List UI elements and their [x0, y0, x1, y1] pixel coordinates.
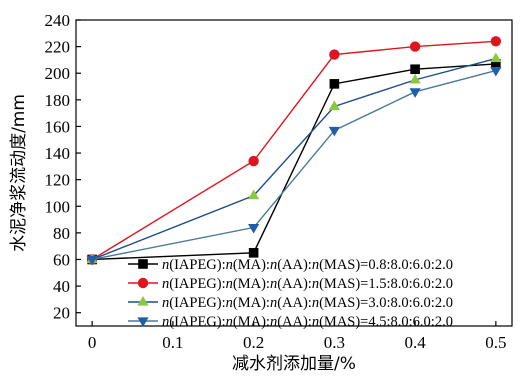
- legend-label: n(IAPEG):n(MA):n(AA):n(MAS)=3.0:8.0:6.0:…: [162, 295, 453, 311]
- series-3: [86, 52, 502, 264]
- legend-marker: [137, 296, 149, 306]
- x-tick-label: 0.1: [162, 333, 183, 352]
- y-tick-label: 160: [45, 117, 71, 136]
- legend-entry-2: n(IAPEG):n(MA):n(AA):n(MAS)=1.5:8.0:6.0:…: [128, 276, 453, 292]
- y-tick-label: 120: [45, 171, 71, 190]
- series-line: [91, 57, 497, 261]
- data-point: [409, 41, 421, 52]
- x-tick-label: 0.5: [485, 333, 506, 352]
- data-point: [490, 52, 502, 63]
- legend-label: n(IAPEG):n(MA):n(AA):n(MAS)=0.8:8.0:6.0:…: [162, 257, 453, 273]
- data-point: [248, 155, 259, 167]
- y-axis: 20 40 60 80 100 120 140 160 180 200 220 240: [45, 11, 81, 323]
- legend-label: n(IAPEG):n(MA):n(AA):n(MAS)=4.5:8.0:6.0:…: [162, 314, 453, 330]
- x-tick-label: 0.2: [243, 333, 264, 352]
- legend-marker: [138, 259, 148, 269]
- x-tick-label: 0.4: [404, 333, 426, 352]
- data-point: [329, 79, 340, 89]
- data-point: [248, 223, 260, 234]
- series-line: [92, 63, 496, 261]
- legend-entry-4: n(IAPEG):n(MA):n(AA):n(MAS)=4.5:8.0:6.0:…: [128, 314, 453, 330]
- legend-marker: [137, 317, 149, 327]
- series-1: [87, 59, 501, 265]
- legend-marker: [137, 277, 149, 289]
- y-tick-label: 180: [45, 91, 71, 110]
- legend-label: n(IAPEG):n(MA):n(AA):n(MAS)=1.5:8.0:6.0:…: [162, 276, 453, 292]
- x-axis-title: 减水剂添加量/%: [232, 354, 356, 374]
- x-axis: 0 0.1 0.2 0.3 0.4 0.5: [88, 321, 506, 352]
- data-point: [409, 88, 421, 98]
- y-tick-label: 40: [53, 277, 70, 296]
- data-point: [248, 189, 260, 200]
- plot-border: [75, 19, 513, 327]
- y-tick-label: 240: [45, 11, 71, 30]
- plot-area: [75, 19, 513, 327]
- data-point: [248, 248, 259, 258]
- data-point: [86, 255, 98, 266]
- y-tick-label: 20: [53, 304, 70, 323]
- y-tick-label: 220: [45, 38, 71, 57]
- legend: n(IAPEG):n(MA):n(AA):n(MAS)=0.8:8.0:6.0:…: [128, 257, 453, 330]
- y-tick-label: 80: [53, 224, 70, 243]
- series-line: [92, 69, 497, 261]
- y-tick-label: 140: [45, 144, 71, 163]
- series-layer: [86, 36, 502, 266]
- legend-entry-1: n(IAPEG):n(MA):n(AA):n(MAS)=0.8:8.0:6.0:…: [128, 257, 453, 273]
- data-point: [328, 126, 340, 137]
- data-point: [490, 66, 502, 77]
- data-point: [490, 36, 502, 47]
- y-axis-title: 水泥净浆流动度/mm: [9, 94, 29, 252]
- x-tick-label: 0: [88, 333, 97, 352]
- legend-entry-3: n(IAPEG):n(MA):n(AA):n(MAS)=3.0:8.0:6.0:…: [128, 295, 453, 311]
- x-tick-label: 0.3: [324, 333, 345, 352]
- data-point: [410, 64, 420, 75]
- data-point: [329, 49, 340, 60]
- data-point: [409, 73, 421, 84]
- data-point: [328, 100, 340, 111]
- y-tick-label: 100: [45, 197, 71, 216]
- series-4: [86, 66, 502, 266]
- y-tick-label: 200: [45, 64, 71, 83]
- y-tick-label: 60: [53, 250, 70, 269]
- data-point: [491, 59, 501, 69]
